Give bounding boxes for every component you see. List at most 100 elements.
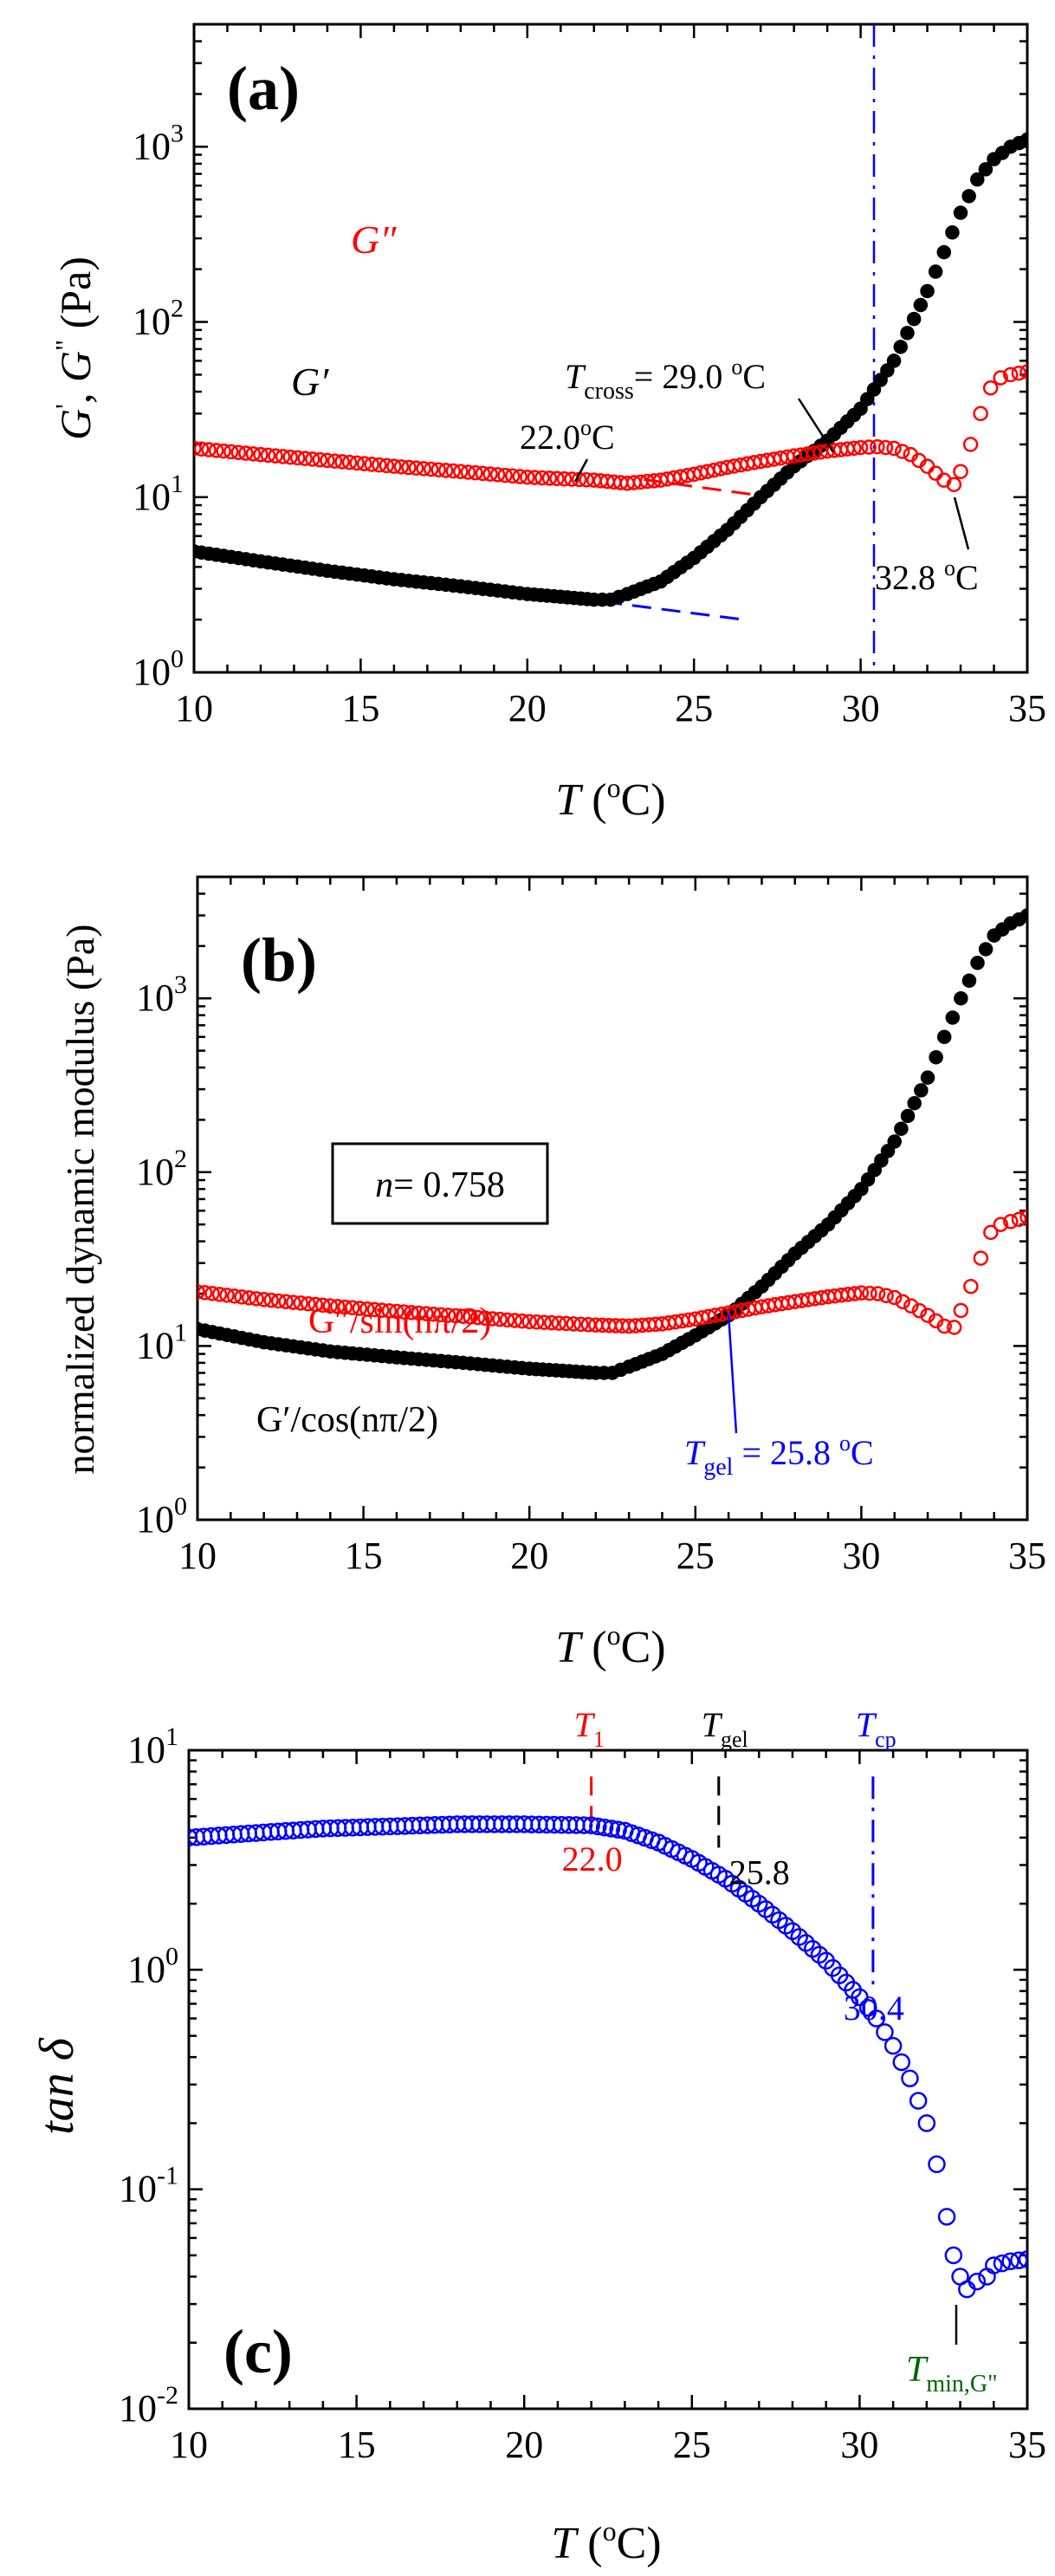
series-0-point xyxy=(929,1049,943,1065)
series-0-point xyxy=(970,956,985,970)
series-0-point xyxy=(945,225,960,240)
series-0-point xyxy=(978,162,994,177)
series-0-point xyxy=(874,1153,889,1168)
series-1-point xyxy=(300,1295,316,1312)
marker-label-cp: Tcp xyxy=(856,1705,896,1752)
series-0-point xyxy=(880,1144,896,1158)
series-1-point xyxy=(245,446,262,462)
series-1-point xyxy=(564,471,579,487)
series-1-point xyxy=(322,1298,339,1314)
series-1-point xyxy=(1019,1210,1027,1225)
series-1-point xyxy=(307,1296,323,1313)
x-tick-label: 10 xyxy=(175,687,213,730)
series-0-point xyxy=(1010,2251,1027,2269)
series-1-point xyxy=(946,1320,962,1335)
x-tick-label: 25 xyxy=(676,1535,715,1577)
series-0-point xyxy=(873,373,888,387)
panel-b-label-g-storage-norm: G′/cos(nπ/2) xyxy=(256,1400,438,1440)
series-1-point xyxy=(320,452,335,469)
series-1-point xyxy=(559,1315,574,1332)
series-1-point xyxy=(468,464,483,481)
panel-b-legend-box xyxy=(331,1142,549,1225)
series-0-point xyxy=(854,1181,869,1197)
marker-label-gel: Tgel xyxy=(702,1705,748,1752)
y-tick-label: 101 xyxy=(127,1723,178,1771)
series-1-point xyxy=(372,457,387,473)
series-1-point xyxy=(878,1288,894,1304)
series-1-point xyxy=(527,470,543,485)
panel-a-label: (a) xyxy=(227,54,300,123)
series-1-point xyxy=(337,1299,353,1315)
series-0-point xyxy=(914,1083,929,1098)
panel-a-axes xyxy=(192,23,1029,674)
series-0-point xyxy=(937,2208,956,2226)
series-1-point xyxy=(521,1314,537,1330)
series-1-point xyxy=(489,467,506,483)
series-1-point xyxy=(197,1284,205,1300)
series-1-point xyxy=(366,1301,383,1318)
series-1-point xyxy=(433,1307,449,1323)
series-1-point xyxy=(197,1285,213,1301)
series-1-point xyxy=(445,463,462,479)
series-1-point xyxy=(870,1286,886,1301)
series-1-point xyxy=(993,370,1008,386)
series-1-point xyxy=(327,453,343,469)
series-1-point xyxy=(270,1293,287,1309)
series-1-point xyxy=(253,446,269,463)
series-1-point xyxy=(903,1298,919,1314)
x-tick-label: 30 xyxy=(842,1535,880,1577)
series-0-point xyxy=(936,244,952,260)
series-0-point xyxy=(954,990,968,1006)
panel-b-label-g-loss-norm: G″/sin(nπ/2) xyxy=(308,1301,491,1341)
series-0-point xyxy=(944,2246,963,2265)
x-tick-label: 30 xyxy=(840,2424,878,2466)
series-1-point xyxy=(936,1318,952,1334)
series-1-point xyxy=(886,440,902,457)
series-1-point xyxy=(208,443,224,458)
x-tick-label: 25 xyxy=(673,2424,711,2466)
series-0-point xyxy=(907,1095,922,1111)
series-0-point xyxy=(920,283,935,299)
x-tick-label: 20 xyxy=(510,1535,548,1577)
series-1-point xyxy=(219,1288,235,1303)
series-1-point xyxy=(549,470,565,487)
series-0-point xyxy=(945,1010,961,1025)
series-1-point xyxy=(204,1286,220,1301)
series-1-point xyxy=(364,457,379,472)
x-tick-label: 30 xyxy=(842,687,880,730)
series-0-point xyxy=(920,1070,935,1085)
x-tick-label: 20 xyxy=(505,2424,543,2466)
series-1-point xyxy=(453,464,469,479)
series-0-point xyxy=(876,2023,894,2041)
x-tick-label: 15 xyxy=(338,2424,376,2466)
series-1-point xyxy=(463,1309,478,1325)
panel-b-label: (b) xyxy=(241,925,317,995)
y-tick-label: 101 xyxy=(136,1318,187,1366)
series-1-point xyxy=(448,1307,463,1324)
series-1-point xyxy=(573,1316,589,1333)
series-1-point xyxy=(556,470,573,487)
series-1-point xyxy=(497,467,513,483)
marker-label-1: T1 xyxy=(574,1705,605,1752)
x-tick-label: 35 xyxy=(1008,2424,1046,2466)
series-0-point xyxy=(970,172,985,187)
marker-value-gel: 25.8 xyxy=(729,1853,790,1891)
series-1-point xyxy=(953,464,968,479)
series-1-point xyxy=(194,441,210,457)
series-1-point xyxy=(911,1302,928,1319)
series-1-point xyxy=(512,469,528,484)
series-0-point xyxy=(900,1108,916,1124)
y-tick-label: 100 xyxy=(127,1942,178,1990)
series-1-point xyxy=(249,1291,264,1307)
x-tick-label: 35 xyxy=(1008,1535,1046,1577)
series-0-point xyxy=(928,264,943,279)
series-1-point xyxy=(895,1294,911,1310)
series-1-point xyxy=(861,439,877,455)
panel-a-x-axis-title: T (oC) xyxy=(555,772,665,825)
series-1-point xyxy=(401,459,417,476)
series-1-point xyxy=(846,1286,863,1301)
panel-b-y-axis-title: normalized dynamic modulus (Pa) xyxy=(58,925,102,1475)
panel-b-y-tick-labels: 100 101 102 103 xyxy=(136,970,187,1541)
series-1-point xyxy=(963,1278,979,1294)
panel-b-axes xyxy=(196,875,1029,1522)
